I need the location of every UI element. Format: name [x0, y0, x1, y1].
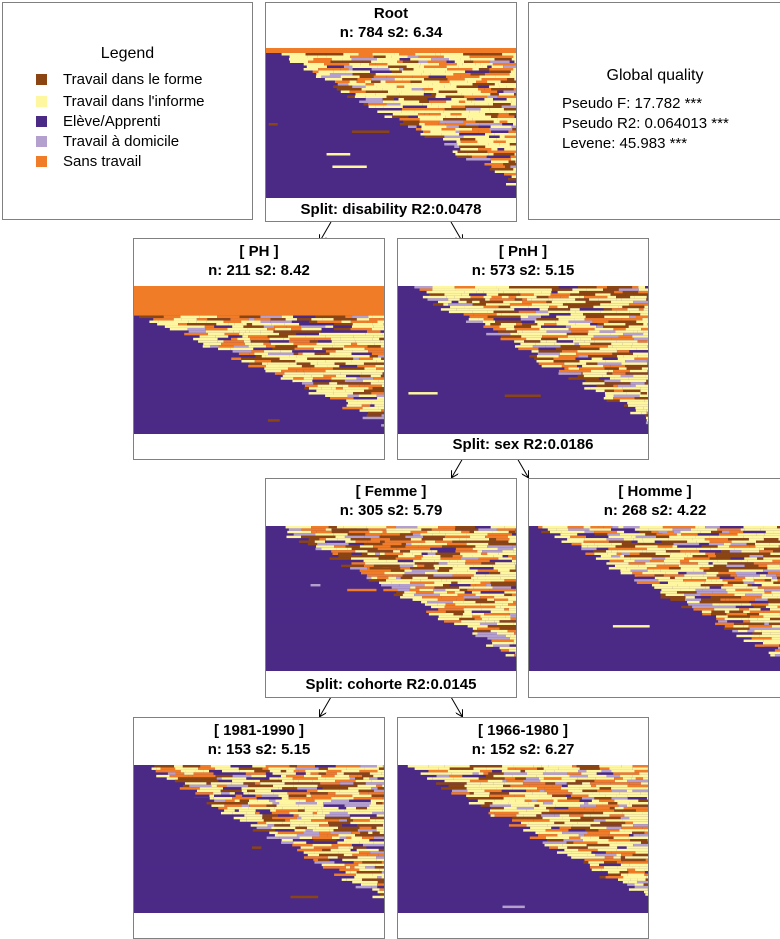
node-stats: n: 153 s2: 5.15 [134, 741, 384, 758]
sequence-plot [529, 526, 780, 671]
node-cohort-1966-1980: [ 1966-1980 ] n: 152 s2: 6.27 [397, 717, 649, 939]
legend-box: Legend Travail dans le forme Travail dan… [2, 2, 253, 220]
pseudo-r2: Pseudo R2: 0.064013 *** [562, 115, 729, 133]
legend-item: Travail dans l'informe [36, 93, 205, 111]
sequence-row [134, 432, 385, 434]
node-title: [ PnH ] [398, 243, 648, 260]
node-cohort-1981-1990: [ 1981-1990 ] n: 153 s2: 5.15 [133, 717, 385, 939]
node-stats: n: 211 s2: 8.42 [134, 262, 384, 279]
node-stats: n: 573 s2: 5.15 [398, 262, 648, 279]
sequence-segment [516, 538, 517, 541]
node-femme: [ Femme ] n: 305 s2: 5.79 Split: cohorte… [265, 478, 517, 698]
sequence-segment [648, 782, 649, 785]
sequence-plot [266, 48, 517, 198]
sequence-segment [516, 66, 517, 69]
sequence-row [398, 432, 649, 434]
edge-femme-1966 [451, 697, 462, 716]
node-root: Root n: 784 s2: 6.34 Split: disability R… [265, 2, 517, 222]
sequence-segment [384, 348, 385, 351]
legend-item: Sans travail [36, 153, 141, 171]
sequence-segment [516, 596, 517, 599]
sequence-segment [648, 846, 649, 849]
node-stats: n: 784 s2: 6.34 [266, 24, 516, 41]
sequence-segment [384, 419, 385, 422]
node-title: [ PH ] [134, 243, 384, 260]
global-quality-box: Global quality Pseudo F: 17.782 *** Pseu… [528, 2, 780, 220]
sequence-row [266, 196, 517, 199]
edge-pnh-femme [452, 458, 463, 477]
sequence-plot [134, 765, 385, 913]
node-title: [ 1981-1990 ] [134, 722, 384, 739]
global-quality-title: Global quality [529, 67, 780, 85]
node-homme: [ Homme ] n: 268 s2: 4.22 [528, 478, 780, 698]
node-stats: n: 305 s2: 5.79 [266, 502, 516, 519]
sequence-row [266, 669, 517, 671]
levene: Levene: 45.983 *** [562, 135, 687, 153]
node-stats: n: 152 s2: 6.27 [398, 741, 648, 758]
sequence-segment [648, 809, 649, 812]
sequence-segment [648, 767, 649, 770]
sequence-segment [516, 63, 517, 66]
legend-swatch [36, 156, 47, 167]
node-title: [ Femme ] [266, 483, 516, 500]
legend-swatch [36, 116, 47, 127]
sequence-segment [384, 832, 385, 835]
sequence-plot [398, 286, 649, 434]
split-label-pnh: Split: sex R2:0.0186 [397, 436, 649, 453]
sequence-segment [648, 772, 649, 775]
node-title: [ Homme ] [529, 483, 780, 500]
node-ph: [ PH ] n: 211 s2: 8.42 [133, 238, 385, 460]
legend-item: Elève/Apprenti [36, 113, 161, 131]
sequence-plot [266, 526, 517, 671]
sequence-plot [134, 286, 385, 434]
legend-item: Travail dans le forme [36, 71, 203, 89]
legend-swatch [36, 96, 47, 107]
split-label: Split: cohorte R2:0.0145 [266, 676, 516, 693]
sequence-row [134, 911, 385, 913]
sequence-segment [516, 171, 517, 174]
sequence-row [398, 911, 649, 913]
node-pnh: [ PnH ] n: 573 s2: 5.15 [397, 238, 649, 460]
sequence-segment [648, 308, 649, 311]
legend-title: Legend [3, 45, 252, 63]
pseudo-f: Pseudo F: 17.782 *** [562, 95, 702, 113]
node-title: [ 1966-1980 ] [398, 722, 648, 739]
sequence-row [529, 669, 780, 671]
legend-item: Travail à domicile [36, 133, 179, 151]
edge-pnh-homme [517, 458, 528, 477]
split-label: Split: disability R2:0.0478 [266, 201, 516, 218]
node-stats: n: 268 s2: 4.22 [529, 502, 780, 519]
node-title: Root [266, 5, 516, 22]
sequence-segment [648, 861, 649, 864]
sequence-plot [398, 765, 649, 913]
legend-swatch [36, 136, 47, 147]
legend-swatch [36, 74, 47, 85]
sequence-segment [648, 335, 649, 338]
sequence-segment [648, 790, 649, 793]
edge-femme-1981 [320, 697, 331, 716]
